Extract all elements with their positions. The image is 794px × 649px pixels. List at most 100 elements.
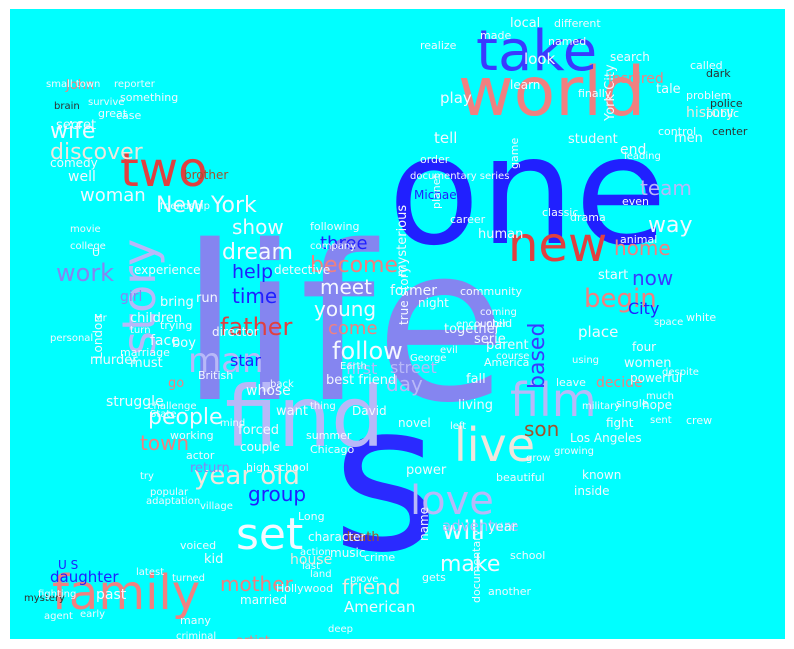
word: best friend (326, 373, 396, 388)
word: artist (236, 634, 270, 639)
word: documentary (470, 529, 483, 603)
word: named (548, 35, 586, 48)
word: movie (70, 224, 101, 235)
word: college (70, 241, 106, 252)
word: realize (420, 39, 457, 52)
word: something (120, 91, 178, 104)
word: leading (624, 151, 661, 162)
word: show (232, 215, 284, 239)
word: village (200, 501, 233, 512)
word: town (140, 431, 189, 455)
word: many (180, 614, 211, 627)
word: fall (466, 372, 486, 387)
word: David (352, 404, 387, 418)
word: following (310, 220, 359, 233)
word: voiced (180, 539, 216, 552)
word: encounter (456, 319, 508, 330)
word: day (386, 372, 423, 396)
word: center (712, 125, 748, 138)
word: learn (510, 78, 540, 92)
word: first (346, 359, 377, 378)
word: challenge (148, 401, 197, 412)
word: documentary series (410, 171, 509, 182)
word: high school (246, 461, 309, 474)
word: latest (136, 567, 164, 578)
word: mind (220, 418, 245, 429)
word: experience (134, 263, 201, 277)
word: John (65, 78, 94, 93)
word: group (248, 482, 306, 506)
word: night (418, 296, 449, 310)
word: follow (332, 337, 403, 365)
word: novel (398, 416, 431, 430)
word: death (342, 530, 380, 545)
word: State (150, 409, 176, 420)
word: using (572, 355, 599, 366)
word: house (290, 552, 332, 568)
word: friendship (160, 201, 210, 212)
word: former (390, 283, 437, 299)
word: early (80, 609, 105, 620)
word: U S (58, 558, 78, 572)
word: prove (350, 574, 378, 585)
word: mysterious (395, 205, 410, 277)
word: find (225, 368, 384, 466)
word: single (616, 397, 649, 410)
word: inspired (608, 71, 664, 87)
word: friend (342, 575, 401, 599)
word: land (310, 569, 332, 580)
word: history (686, 105, 734, 121)
word: become (310, 253, 398, 278)
word: leave (556, 376, 586, 389)
word: drama (570, 211, 606, 224)
word: try (140, 471, 154, 482)
word: Hollywood (276, 582, 333, 595)
word: public (706, 107, 739, 120)
word: community (460, 285, 523, 298)
word: well (68, 169, 96, 185)
word: four (632, 340, 656, 354)
word: space (654, 317, 683, 328)
word: small town (46, 79, 100, 90)
word: forced (238, 423, 279, 438)
word: story (112, 239, 166, 355)
word: Long (298, 510, 325, 523)
word: make (440, 552, 500, 577)
word: American (344, 598, 415, 616)
word: criminal (176, 631, 216, 639)
word: Mr (94, 313, 108, 324)
word: New York (156, 193, 257, 218)
word: deep (328, 624, 353, 635)
word: end (620, 142, 646, 158)
word: school (510, 549, 545, 562)
word: brain (54, 101, 80, 112)
word: comedy (50, 156, 98, 170)
word: police (710, 97, 743, 110)
word: different (554, 17, 601, 30)
word: London (91, 315, 105, 359)
word: past (96, 587, 127, 603)
word: director (212, 325, 259, 339)
word: son (524, 417, 559, 441)
word: love (410, 478, 494, 524)
word: fighting (38, 589, 76, 600)
word: agent (44, 611, 73, 622)
word: gets (422, 571, 446, 584)
word: man (188, 341, 264, 381)
word: turn (130, 325, 151, 336)
word: kid (204, 552, 223, 567)
word: two (120, 142, 207, 198)
word: street (390, 358, 437, 377)
word: military (582, 401, 620, 412)
word: team (640, 176, 692, 200)
word: mystery (24, 593, 65, 604)
word: together (444, 322, 501, 337)
word: now (632, 266, 673, 290)
word: popular (150, 487, 189, 498)
word: made (480, 29, 511, 42)
word: run (196, 291, 218, 306)
word: brother (184, 168, 228, 182)
word: course (496, 351, 529, 362)
word: America (484, 356, 529, 369)
word: back (270, 379, 294, 390)
